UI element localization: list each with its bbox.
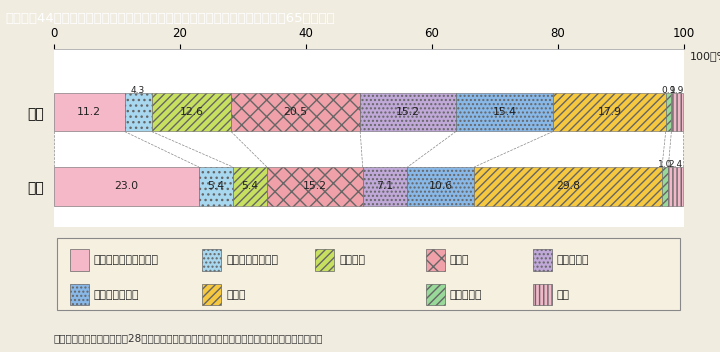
Text: 29.8: 29.8 xyxy=(556,181,580,191)
Text: その他: その他 xyxy=(226,290,246,300)
Bar xyxy=(474,167,662,206)
Bar xyxy=(267,167,363,206)
Text: Ｉ－特－44図　介護を要する者の性別に見た介護が必要となった主な原因（65歳以上）: Ｉ－特－44図 介護を要する者の性別に見た介護が必要となった主な原因（65歳以上… xyxy=(6,12,336,25)
FancyBboxPatch shape xyxy=(315,250,334,271)
Text: 23.0: 23.0 xyxy=(114,181,138,191)
Bar xyxy=(456,93,553,132)
Text: 高齢による衰弱: 高齢による衰弱 xyxy=(94,290,139,300)
Bar xyxy=(360,93,456,132)
Bar xyxy=(231,93,360,132)
Text: 100（%）: 100（%） xyxy=(690,51,720,62)
Bar xyxy=(662,167,668,206)
Text: 12.6: 12.6 xyxy=(179,107,203,117)
Text: （備考）厚生労働省「平成28年国民生活基礎調査」をもとに内閣府男女共同参画局にて集計。: （備考）厚生労働省「平成28年国民生活基礎調査」をもとに内閣府男女共同参画局にて… xyxy=(54,333,323,343)
Bar xyxy=(666,93,671,132)
Bar xyxy=(199,167,233,206)
FancyBboxPatch shape xyxy=(57,238,680,310)
FancyBboxPatch shape xyxy=(426,250,445,271)
Text: 5.4: 5.4 xyxy=(241,181,258,191)
FancyBboxPatch shape xyxy=(202,284,221,306)
Bar xyxy=(363,167,408,206)
FancyBboxPatch shape xyxy=(426,284,445,306)
Text: 関節疾患: 関節疾患 xyxy=(339,255,365,265)
FancyBboxPatch shape xyxy=(202,250,221,271)
Bar xyxy=(668,167,683,206)
Text: わからない: わからない xyxy=(449,290,482,300)
Text: 5.4: 5.4 xyxy=(207,181,225,191)
Text: 不詳: 不詳 xyxy=(557,290,570,300)
Text: 認知症: 認知症 xyxy=(449,255,469,265)
Text: 1.0: 1.0 xyxy=(658,159,672,169)
Text: 骨折・転倒: 骨折・転倒 xyxy=(557,255,589,265)
Bar xyxy=(233,167,267,206)
Bar xyxy=(152,93,231,132)
Bar xyxy=(671,93,683,132)
Text: 心疾患（心臓病）: 心疾患（心臓病） xyxy=(226,255,278,265)
Text: 15.2: 15.2 xyxy=(396,107,420,117)
Text: 15.4: 15.4 xyxy=(492,107,516,117)
Bar xyxy=(54,93,125,132)
Text: 0.9: 0.9 xyxy=(662,86,676,95)
FancyBboxPatch shape xyxy=(70,284,89,306)
Text: 10.6: 10.6 xyxy=(428,181,453,191)
Text: 脳血管疾患（脳卒中）: 脳血管疾患（脳卒中） xyxy=(94,255,158,265)
Text: 4.3: 4.3 xyxy=(131,86,145,95)
FancyBboxPatch shape xyxy=(533,250,552,271)
Text: 11.2: 11.2 xyxy=(77,107,102,117)
Bar xyxy=(553,93,666,132)
Text: 1.9: 1.9 xyxy=(670,86,685,95)
FancyBboxPatch shape xyxy=(533,284,552,306)
Bar xyxy=(408,167,474,206)
Text: 7.1: 7.1 xyxy=(377,181,394,191)
Bar xyxy=(125,93,152,132)
FancyBboxPatch shape xyxy=(70,250,89,271)
Bar xyxy=(54,167,199,206)
Text: 17.9: 17.9 xyxy=(598,107,621,117)
Text: 20.5: 20.5 xyxy=(284,107,307,117)
Text: 15.2: 15.2 xyxy=(303,181,327,191)
Text: 2.4: 2.4 xyxy=(669,159,683,169)
